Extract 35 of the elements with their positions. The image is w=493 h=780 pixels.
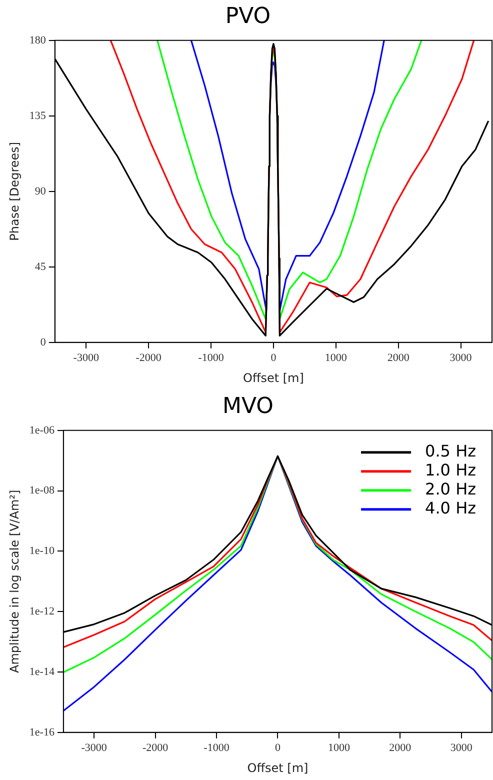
y-tick-label: 135 — [29, 110, 46, 122]
y-tick-label: 90 — [34, 185, 46, 198]
legend-label: 1.0 Hz — [425, 460, 476, 480]
x-tick-label: 1000 — [324, 352, 348, 364]
y-tick-label: 1e-16 — [29, 726, 55, 738]
y-tick-label: 1e-10 — [29, 545, 55, 558]
x-tick-label: -3000 — [81, 742, 108, 754]
chart-title: PVO — [225, 4, 271, 29]
legend-label: 0.5 Hz — [425, 442, 476, 461]
y-tick-label: 1e-14 — [29, 666, 55, 678]
y-axis-title: Amplitude in log scale [V/Am²] — [7, 490, 22, 674]
y-tick-label: 1e-08 — [29, 484, 55, 497]
legend-label: 4.0 Hz — [425, 498, 476, 518]
x-tick-label: -2000 — [142, 742, 169, 754]
x-tick-label: 2000 — [387, 352, 410, 364]
y-axis-title: Phase [Degrees] — [7, 142, 22, 241]
x-tick-label: 3000 — [450, 742, 473, 754]
x-tick-label: -2000 — [136, 352, 162, 364]
chart-title: MVO — [222, 394, 274, 419]
x-axis-title: Offset [m] — [242, 370, 304, 385]
x-tick-label: 0 — [270, 352, 277, 364]
x-tick-label: 2000 — [389, 742, 412, 754]
x-tick-label: -3000 — [73, 352, 100, 364]
x-tick-label: 1000 — [328, 742, 350, 754]
x-tick-label: 3000 — [450, 352, 472, 364]
y-tick-label: 1e-06 — [29, 424, 55, 436]
x-axis-title: Offset [m] — [247, 760, 308, 775]
x-tick-label: -1000 — [198, 352, 224, 364]
x-tick-label: -1000 — [204, 742, 230, 754]
x-tick-label: 0 — [274, 742, 281, 754]
y-tick-label: 45 — [34, 260, 46, 273]
legend-label: 2.0 Hz — [425, 480, 476, 499]
y-tick-label: 1e-12 — [29, 605, 54, 618]
y-tick-label: 0 — [40, 336, 46, 348]
y-tick-label: 180 — [29, 34, 46, 46]
